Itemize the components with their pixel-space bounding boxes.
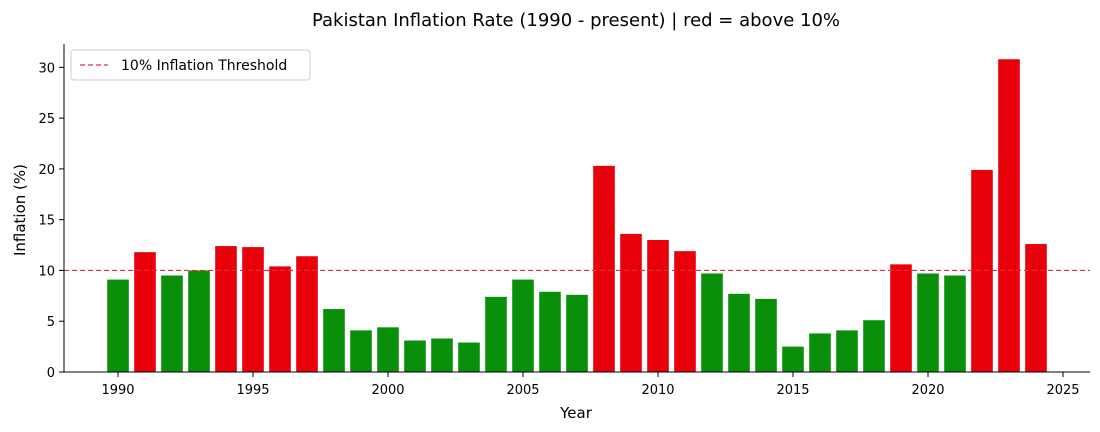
x-tick-label-2020: 2020 [911,383,944,398]
x-tick-label-1990: 1990 [101,383,134,398]
bar-2020 [917,273,939,372]
bar-2018 [863,320,885,372]
bar-2017 [836,330,858,372]
bar-2021 [944,275,966,372]
bar-2002 [431,338,453,372]
chart-title: Pakistan Inflation Rate (1990 - present)… [312,10,840,31]
x-tick-label-2010: 2010 [641,383,674,398]
legend: 10% Inflation Threshold [70,49,311,81]
legend-box [70,49,311,81]
bar-2013 [728,293,750,372]
x-tick-label-2025: 2025 [1046,383,1079,398]
bar-2011 [674,251,696,372]
bar-2012 [701,273,723,372]
bar-2000 [377,327,399,372]
bar-2023 [998,59,1020,372]
y-tick-label-30: 30 [38,61,55,76]
x-tick-label-2015: 2015 [776,383,809,398]
bar-1991 [134,252,156,372]
x-tick-label-2000: 2000 [371,383,404,398]
y-tick-label-25: 25 [38,112,55,127]
bar-2016 [809,333,831,372]
bar-1992 [161,275,183,372]
bar-2019 [890,264,912,372]
bar-2022 [971,169,993,372]
y-axis-label: Inflation (%) [11,164,29,256]
bar-2015 [782,346,804,372]
x-ticks: 1990 1995 2000 2005 2010 2015 2020 2025 [101,372,1080,398]
legend-threshold-label: 10% Inflation Threshold [121,58,287,74]
bar-2009 [620,233,642,372]
bar-1994 [215,246,237,372]
bar-2005 [512,279,534,372]
bar-2008 [593,165,615,372]
x-tick-label-2005: 2005 [506,383,539,398]
y-tick-label-20: 20 [38,163,55,178]
bar-2001 [404,340,426,372]
bars-group [107,59,1047,372]
bar-1993 [188,270,210,372]
y-tick-label-15: 15 [38,214,55,229]
y-tick-label-5: 5 [47,315,55,330]
y-ticks: 0 5 10 15 20 25 30 [38,61,64,381]
bar-1997 [296,256,318,372]
bar-2024 [1025,244,1047,372]
bar-1999 [350,330,372,372]
y-tick-label-0: 0 [47,366,55,381]
bar-1990 [107,279,129,372]
bar-2006 [539,291,561,372]
bar-2007 [566,294,588,372]
bar-1996 [269,266,291,372]
x-axis-label: Year [559,404,593,422]
x-tick-label-1995: 1995 [236,383,269,398]
bar-1995 [242,247,264,372]
bar-1998 [323,309,345,372]
y-tick-label-10: 10 [38,264,55,279]
bar-2004 [485,296,507,372]
bar-2010 [647,239,669,372]
bar-2003 [458,342,480,372]
bar-2014 [755,298,777,372]
